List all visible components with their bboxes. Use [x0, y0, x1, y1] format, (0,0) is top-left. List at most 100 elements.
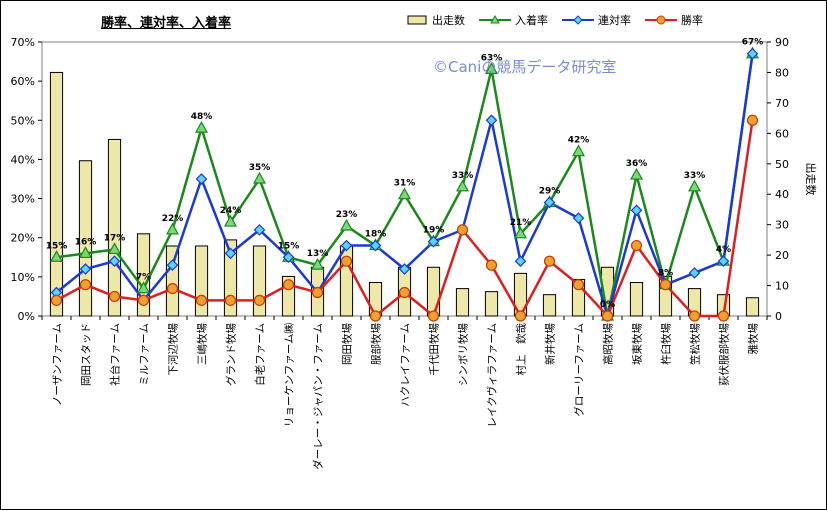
x-axis-category-label: ハクレイファーム: [400, 323, 412, 407]
win-rate-point: [282, 279, 295, 291]
place-rate-point: [78, 246, 93, 258]
data-label: 33%: [684, 171, 706, 181]
left-axis-tick-label: 70%: [11, 36, 35, 49]
win-rate-point: [79, 279, 92, 291]
legend-swatch-diamond: [562, 15, 594, 25]
top2-rate-point: [746, 47, 759, 60]
x-axis-category-label: 笠松牧場: [689, 323, 702, 365]
win-rate-point: [514, 310, 527, 322]
legend-label-place-rate: 入着率: [515, 14, 548, 27]
x-axis-category-label: 雅牧場: [747, 323, 760, 355]
top2-rate-point: [369, 239, 382, 252]
legend-label-starts: 出走数: [432, 14, 465, 27]
win-rate-point: [166, 283, 179, 295]
bar-starts: [165, 245, 180, 317]
top2-rate-point: [340, 239, 353, 252]
data-label: 31%: [394, 179, 416, 189]
bar-starts: [78, 160, 93, 317]
x-axis-category-label: 白老ファーム: [254, 323, 267, 386]
x-axis-category-label: リョーケンファーム㈱: [284, 323, 296, 428]
bar-starts: [49, 71, 64, 317]
right-axis-tick-label: 90: [775, 36, 789, 49]
top2-rate-point: [427, 235, 440, 248]
win-rate-point: [311, 286, 324, 299]
top2-rate-point: [253, 224, 266, 236]
win-rate-point: [485, 259, 498, 271]
bar-starts: [542, 294, 557, 317]
legend-item-starts: 出走数: [406, 12, 465, 28]
x-axis-category-label: ノーザンファーム: [52, 323, 64, 406]
right-axis-tick-label: 50: [775, 158, 789, 171]
chart-legend: 出走数 入着率 連対率 勝率: [406, 12, 703, 28]
data-label: 7%: [136, 273, 151, 283]
x-axis-category-label: グランド牧場: [225, 323, 238, 386]
data-label: 21%: [510, 218, 532, 228]
data-label: 17%: [104, 233, 126, 243]
win-rate-point: [688, 310, 701, 322]
data-label: 24%: [220, 206, 242, 216]
right-axis-tick-label: 40: [775, 188, 789, 201]
x-axis-category-label: ミルファーム: [139, 323, 151, 386]
win-rate-point: [427, 310, 440, 322]
right-axis-tick-label: 30: [775, 219, 789, 232]
bar-starts: [629, 282, 644, 317]
legend-label-win-rate: 勝率: [681, 14, 703, 27]
data-label: 29%: [539, 186, 561, 196]
right-axis-tick-label: 20: [775, 249, 789, 262]
x-axis-category-label: 村上 欽哉: [515, 323, 528, 376]
data-label: 63%: [481, 53, 503, 63]
top2-rate-point: [166, 259, 179, 271]
bar-starts: [484, 291, 499, 317]
chart-title: 勝率、連対率、入着率: [101, 16, 232, 31]
top2-rate-point: [195, 173, 208, 185]
win-rate-point: [456, 224, 469, 236]
win-rate-point: [630, 239, 643, 252]
right-axis-tick-label: 10: [775, 280, 789, 293]
left-axis-tick-label: 40%: [11, 153, 35, 166]
left-axis-tick-label: 0%: [18, 310, 35, 323]
x-axis-category-label: 下河辺牧場: [167, 323, 180, 376]
top2-rate-point: [79, 263, 92, 275]
data-label: 35%: [249, 163, 271, 173]
top2-rate-point: [282, 251, 295, 264]
data-label: 33%: [452, 171, 474, 181]
place-rate-point: [310, 257, 325, 270]
win-rate-point: [543, 255, 556, 267]
place-rate-point: [165, 222, 180, 235]
place-rate-point: [571, 144, 586, 157]
x-axis-category-label: 荻伏服部牧場: [718, 323, 731, 386]
top2-rate-point: [688, 267, 701, 279]
legend-swatch-triangle: [479, 15, 511, 24]
legend-label-top2-rate: 連対率: [598, 14, 631, 27]
x-axis-category-label: ダーレー・ジャパン・ファーム: [312, 323, 325, 470]
win-rate-point: [659, 279, 672, 291]
place-rate-point: [687, 179, 702, 192]
bar-starts: [426, 266, 441, 317]
data-label: 19%: [423, 226, 445, 236]
top2-rate-point: [572, 212, 585, 224]
win-rate-point: [137, 294, 150, 306]
watermark: ©Caniの競馬データ研究室: [433, 58, 617, 76]
x-axis-category-label: 千代田牧場: [428, 323, 441, 376]
left-axis-tick-label: 60%: [11, 75, 35, 88]
win-rate-point: [253, 294, 266, 306]
place-rate-point: [223, 214, 238, 227]
data-label: 23%: [336, 210, 358, 220]
win-rate-point: [369, 310, 382, 322]
top2-rate-point: [717, 255, 730, 268]
legend-item-win-rate: 勝率: [645, 12, 703, 28]
place-rate-point: [397, 187, 412, 200]
top2-rate-point: [485, 114, 498, 127]
win-rate-point: [717, 310, 730, 322]
x-axis-category-label: シンボリ牧場: [457, 323, 470, 386]
data-label: 13%: [307, 249, 329, 259]
top2-rate-point: [398, 263, 411, 275]
right-axis-tick-label: 70: [775, 97, 789, 110]
place-rate-point: [513, 226, 528, 239]
win-rate-point: [572, 279, 585, 291]
place-rate-point: [484, 62, 499, 75]
bar-starts: [745, 297, 760, 317]
place-rate-point: [194, 120, 209, 133]
x-axis-category-label: グローリーファーム: [573, 323, 586, 417]
